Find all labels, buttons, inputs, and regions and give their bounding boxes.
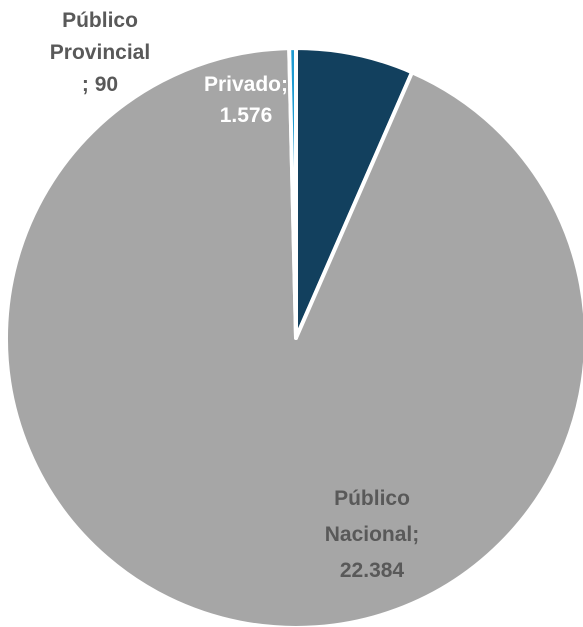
data-label-line: 22.384 (340, 559, 405, 582)
data-label-line: 1.576 (220, 104, 273, 127)
data-label-line: Privado; (204, 73, 288, 96)
data-label-line: Provincial (50, 41, 150, 64)
data-label-p-blico-provincial: Público Provincial ; 90 (50, 9, 150, 96)
data-label-line: Público (334, 487, 410, 510)
data-label-p-blico-nacional: Público Nacional; 22.384 (325, 487, 420, 582)
data-label-privado: Privado; 1.576 (204, 73, 288, 127)
pie-slices (4, 45, 583, 627)
data-label-line: ; 90 (82, 73, 118, 96)
pie-slice-privado (294, 46, 415, 340)
data-label-line: Nacional; (325, 523, 420, 546)
pie-slice-p-blico-provincial (287, 45, 298, 340)
data-label-line: Público (62, 9, 138, 32)
